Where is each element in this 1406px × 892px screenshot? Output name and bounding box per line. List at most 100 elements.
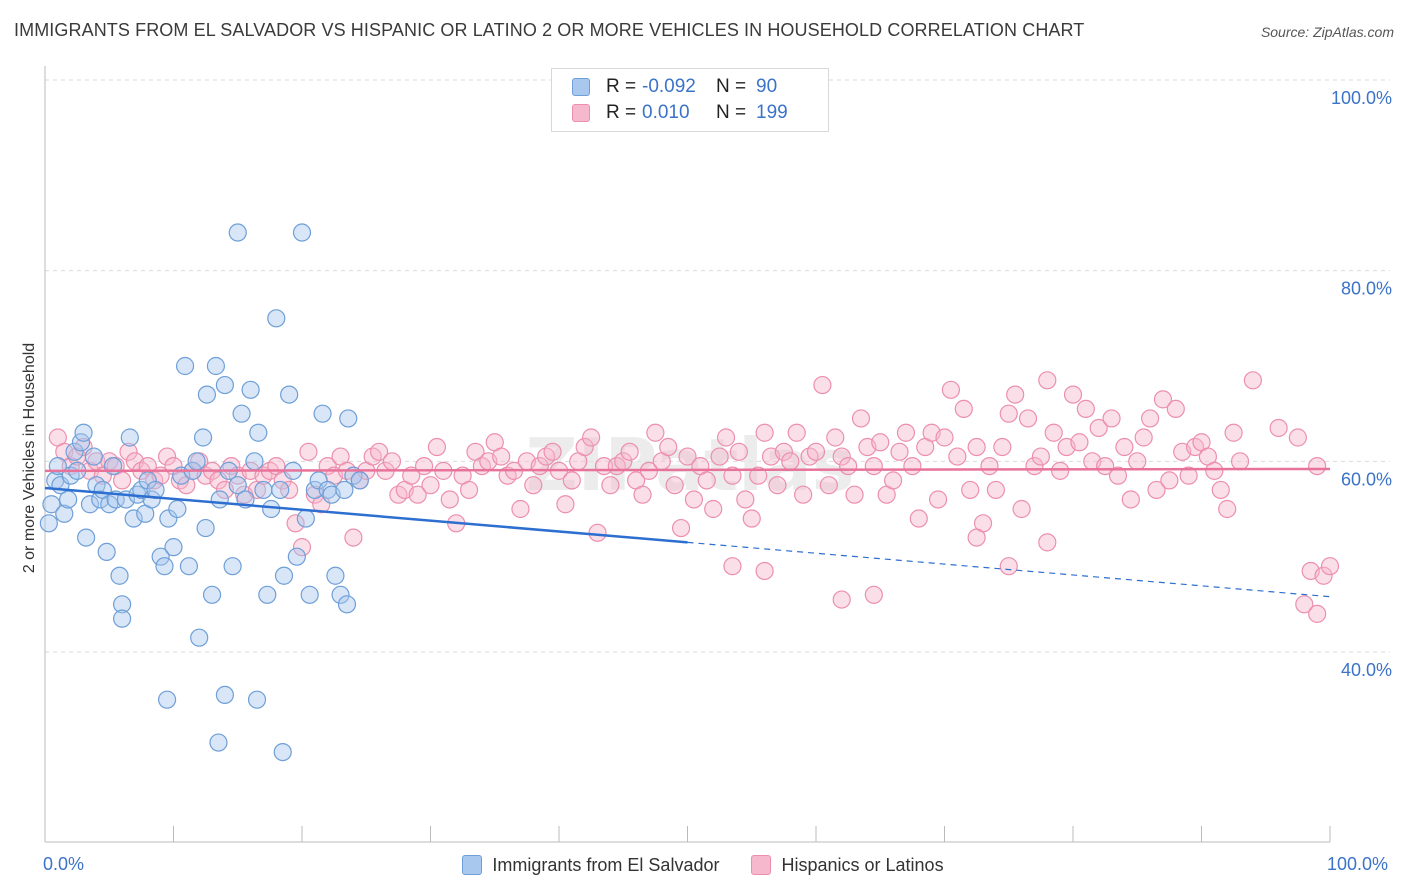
hispanic-point <box>575 437 594 457</box>
hispanic-point <box>1076 399 1095 418</box>
hispanic-point <box>511 499 530 519</box>
hispanic-point <box>588 523 607 542</box>
hispanic-point <box>999 404 1018 423</box>
hispanic-point <box>832 447 851 466</box>
el-salvador-point <box>120 428 139 447</box>
pink-swatch <box>572 104 590 122</box>
hispanic-point <box>839 457 858 476</box>
source-label: Source: ZipAtlas.com <box>1260 24 1394 40</box>
hispanic-point <box>646 423 665 442</box>
el-salvador-point <box>262 499 281 519</box>
hispanic-point <box>1102 409 1121 428</box>
hispanic-point <box>543 442 562 461</box>
hispanic-point <box>723 466 742 485</box>
hispanic-point <box>601 476 620 495</box>
n-label: N = <box>716 102 747 123</box>
hispanic-point <box>1128 452 1147 471</box>
hispanic-point <box>980 457 999 476</box>
hispanic-point <box>1218 499 1237 519</box>
hispanic-point <box>344 528 363 547</box>
pink-swatch <box>751 855 772 875</box>
hispanic-point <box>582 428 601 447</box>
el-salvador-point <box>112 595 132 614</box>
hispanic-point <box>871 433 890 452</box>
el-salvador-point <box>110 566 129 585</box>
hispanic-point <box>1089 418 1108 438</box>
hispanic-point <box>414 457 434 476</box>
el-salvador-point <box>232 404 251 423</box>
el-salvador-trendline <box>44 486 688 544</box>
el-salvador-point <box>350 471 369 490</box>
legend-item-el-salvador[interactable]: Immigrants from El Salvador <box>462 855 719 876</box>
hispanic-point <box>1115 437 1134 457</box>
hispanic-point <box>781 452 800 471</box>
el-salvador-point <box>77 528 96 547</box>
hispanic-point <box>1147 480 1166 500</box>
el-salvador-point <box>300 585 319 604</box>
hispanic-point <box>292 538 312 557</box>
hispanic-point <box>524 476 543 495</box>
r-label: R = <box>606 76 637 97</box>
y-tick-label: 60.0% <box>1341 469 1392 489</box>
y-tick-label: 100.0% <box>1331 88 1392 108</box>
hispanic-point <box>864 585 883 604</box>
hispanic-point <box>1051 461 1070 480</box>
hispanic-point <box>1205 461 1224 480</box>
el-salvador-point <box>197 385 217 404</box>
el-salvador-point <box>39 514 58 533</box>
el-salvador-point <box>273 742 292 762</box>
hispanic-point <box>459 480 479 500</box>
hispanic-point <box>1295 595 1314 614</box>
el-salvador-point <box>241 380 260 399</box>
hispanic-point <box>1308 457 1327 476</box>
n-label: N = <box>716 76 747 97</box>
el-salvador-point <box>179 557 199 576</box>
legend-item-hispanics[interactable]: Hispanics or Latinos <box>751 855 944 876</box>
hispanic-point <box>1269 418 1288 438</box>
el-salvador-point <box>59 490 78 509</box>
hispanic-point <box>832 590 851 609</box>
hispanic-point <box>1038 371 1057 390</box>
el-salvador-point <box>296 509 315 528</box>
hispanic-point <box>1224 423 1243 442</box>
el-salvador-point <box>245 452 264 471</box>
el-salvador-point <box>267 309 286 328</box>
hispanic-point <box>903 457 922 476</box>
n-value: 199 <box>756 102 788 123</box>
hispanic-point <box>1006 385 1025 404</box>
el-salvador-point <box>280 385 299 404</box>
hispanic-point <box>492 447 511 466</box>
hispanic-point <box>993 437 1012 457</box>
el-salvador-point <box>206 356 226 376</box>
hispanic-point <box>678 447 697 466</box>
hispanic-point <box>723 557 742 576</box>
hispanic-point <box>1320 557 1340 576</box>
hispanic-point <box>684 490 704 509</box>
r-label: R = <box>606 102 637 123</box>
el-salvador-point <box>193 428 213 447</box>
el-salvador-point <box>326 566 345 585</box>
hispanic-point <box>157 447 177 466</box>
el-salvador-point <box>164 538 183 557</box>
hispanic-point <box>819 476 838 495</box>
hispanic-point <box>704 499 723 519</box>
hispanic-point <box>659 437 678 457</box>
hispanic-point <box>961 480 980 500</box>
hispanic-point <box>967 437 986 457</box>
hispanic-point <box>1044 423 1063 442</box>
el-salvador-point <box>274 566 294 585</box>
y-tick-label: 80.0% <box>1341 279 1392 299</box>
hispanic-point <box>948 447 967 466</box>
el-salvador-point <box>80 495 100 514</box>
hispanic-point <box>370 442 389 461</box>
blue-swatch <box>462 855 483 875</box>
hispanic-point <box>716 428 736 447</box>
chart-title: IMMIGRANTS FROM EL SALVADOR VS HISPANIC … <box>14 20 1085 40</box>
r-value: 0.010 <box>642 102 690 123</box>
hispanic-point <box>556 495 575 514</box>
el-salvador-point <box>74 423 93 442</box>
hispanic-point <box>421 476 440 495</box>
el-salvador-point <box>228 476 247 495</box>
el-salvador-point <box>187 452 206 471</box>
